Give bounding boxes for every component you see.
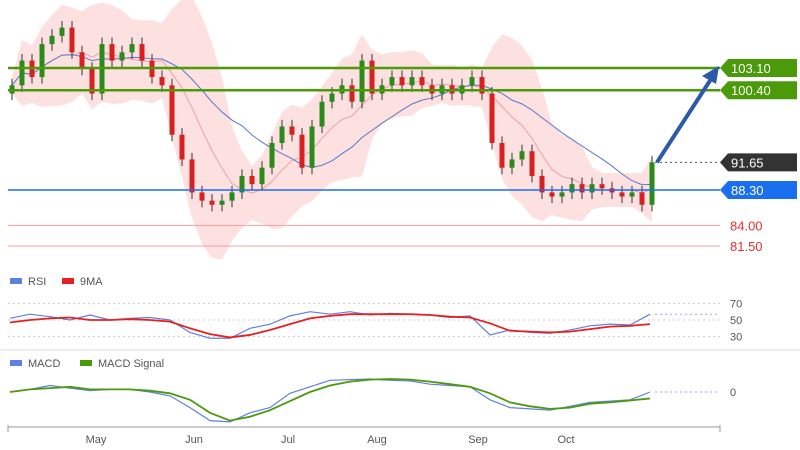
- candle: [209, 200, 215, 205]
- candle: [409, 77, 415, 86]
- x-tick-label: Oct: [557, 434, 574, 446]
- short-ma-line: [11, 51, 653, 194]
- candle: [169, 85, 175, 135]
- candle: [49, 35, 55, 45]
- current-label: 91.65: [731, 155, 764, 170]
- candle: [649, 162, 655, 205]
- candle: [279, 126, 285, 143]
- candle: [369, 60, 375, 94]
- macd-signal-line: [9, 378, 651, 422]
- target-arrow-line: [655, 74, 715, 164]
- x-tick-label: Aug: [367, 434, 387, 446]
- candle: [59, 27, 65, 36]
- resistance-label: 103.10: [731, 61, 771, 76]
- support-label: 81.50: [730, 239, 763, 254]
- candle: [559, 192, 565, 197]
- price-levels: 103.10 100.40 91.65 88.30 84.00 81.50: [8, 59, 797, 254]
- pivot-label: 88.30: [731, 183, 764, 198]
- 9ma-legend-swatch: [62, 278, 74, 284]
- support-label: 84.00: [730, 218, 763, 233]
- candle: [619, 192, 625, 197]
- candle: [469, 77, 475, 86]
- candle: [119, 52, 125, 61]
- target-arrow-head: [702, 66, 719, 84]
- candle: [509, 159, 515, 168]
- candle: [179, 134, 185, 160]
- candle: [229, 192, 235, 201]
- candle: [629, 192, 635, 197]
- candle: [239, 175, 245, 193]
- candle: [139, 44, 145, 61]
- candle: [159, 77, 165, 86]
- 9ma-line: [9, 313, 651, 339]
- candle: [69, 27, 75, 53]
- candle: [189, 159, 195, 193]
- candle: [479, 77, 485, 94]
- candle: [329, 93, 335, 102]
- candle: [589, 184, 595, 193]
- macd-panel: MACD MACD Signal 0: [9, 358, 736, 423]
- candle: [199, 192, 205, 201]
- signal-legend-label: MACD Signal: [98, 358, 164, 370]
- macd-tick-label: 0: [730, 387, 736, 399]
- candle: [599, 184, 605, 189]
- signal-legend-swatch: [80, 360, 92, 366]
- candle: [399, 77, 405, 86]
- candle: [309, 126, 315, 168]
- candle: [389, 77, 395, 86]
- candle: [129, 44, 135, 53]
- rsi-panel: RSI 9MA 70 50 30: [8, 276, 742, 344]
- candle: [419, 77, 425, 86]
- candle: [19, 60, 25, 86]
- rsi-tick-label: 70: [730, 298, 742, 310]
- candle: [359, 60, 365, 102]
- pivot-label-box: [720, 180, 797, 199]
- x-axis: May Jun Jul Aug Sep Oct: [7, 425, 721, 446]
- resistance-label-box: [720, 81, 797, 100]
- candle: [499, 142, 505, 168]
- candle: [299, 134, 305, 168]
- x-tick-label: Jun: [185, 434, 203, 446]
- x-tick-label: May: [86, 434, 107, 446]
- resistance-label: 100.40: [731, 83, 771, 98]
- candle: [529, 151, 535, 176]
- macd-legend-swatch: [10, 360, 22, 366]
- x-tick-label: Jul: [281, 434, 295, 446]
- rsi-legend-swatch: [10, 278, 22, 284]
- moving-average-line: [11, 54, 653, 186]
- candle: [319, 101, 325, 127]
- x-tick-label: Sep: [468, 434, 488, 446]
- 9ma-legend-label: 9MA: [80, 276, 103, 288]
- candle: [109, 44, 115, 61]
- candle: [259, 167, 265, 185]
- candle: [219, 200, 225, 205]
- candle: [579, 184, 585, 193]
- resistance-label-box: [720, 59, 797, 77]
- candle: [519, 151, 525, 160]
- price-panel: [9, 0, 655, 260]
- macd-legend-label: MACD: [28, 358, 60, 370]
- candle: [489, 93, 495, 143]
- candle: [639, 192, 645, 205]
- candle: [79, 52, 85, 69]
- candle: [39, 44, 45, 78]
- candle: [569, 184, 575, 193]
- candle: [349, 85, 355, 102]
- candle: [289, 126, 295, 135]
- candle: [249, 175, 255, 185]
- rsi-tick-label: 50: [730, 315, 742, 327]
- candle: [269, 142, 275, 168]
- candle: [539, 175, 545, 193]
- bollinger-band: [12, 0, 652, 260]
- candle: [89, 68, 95, 94]
- rsi-legend-label: RSI: [28, 276, 46, 288]
- current-label-box: [720, 153, 797, 172]
- rsi-tick-label: 30: [730, 332, 742, 344]
- candle: [549, 192, 555, 197]
